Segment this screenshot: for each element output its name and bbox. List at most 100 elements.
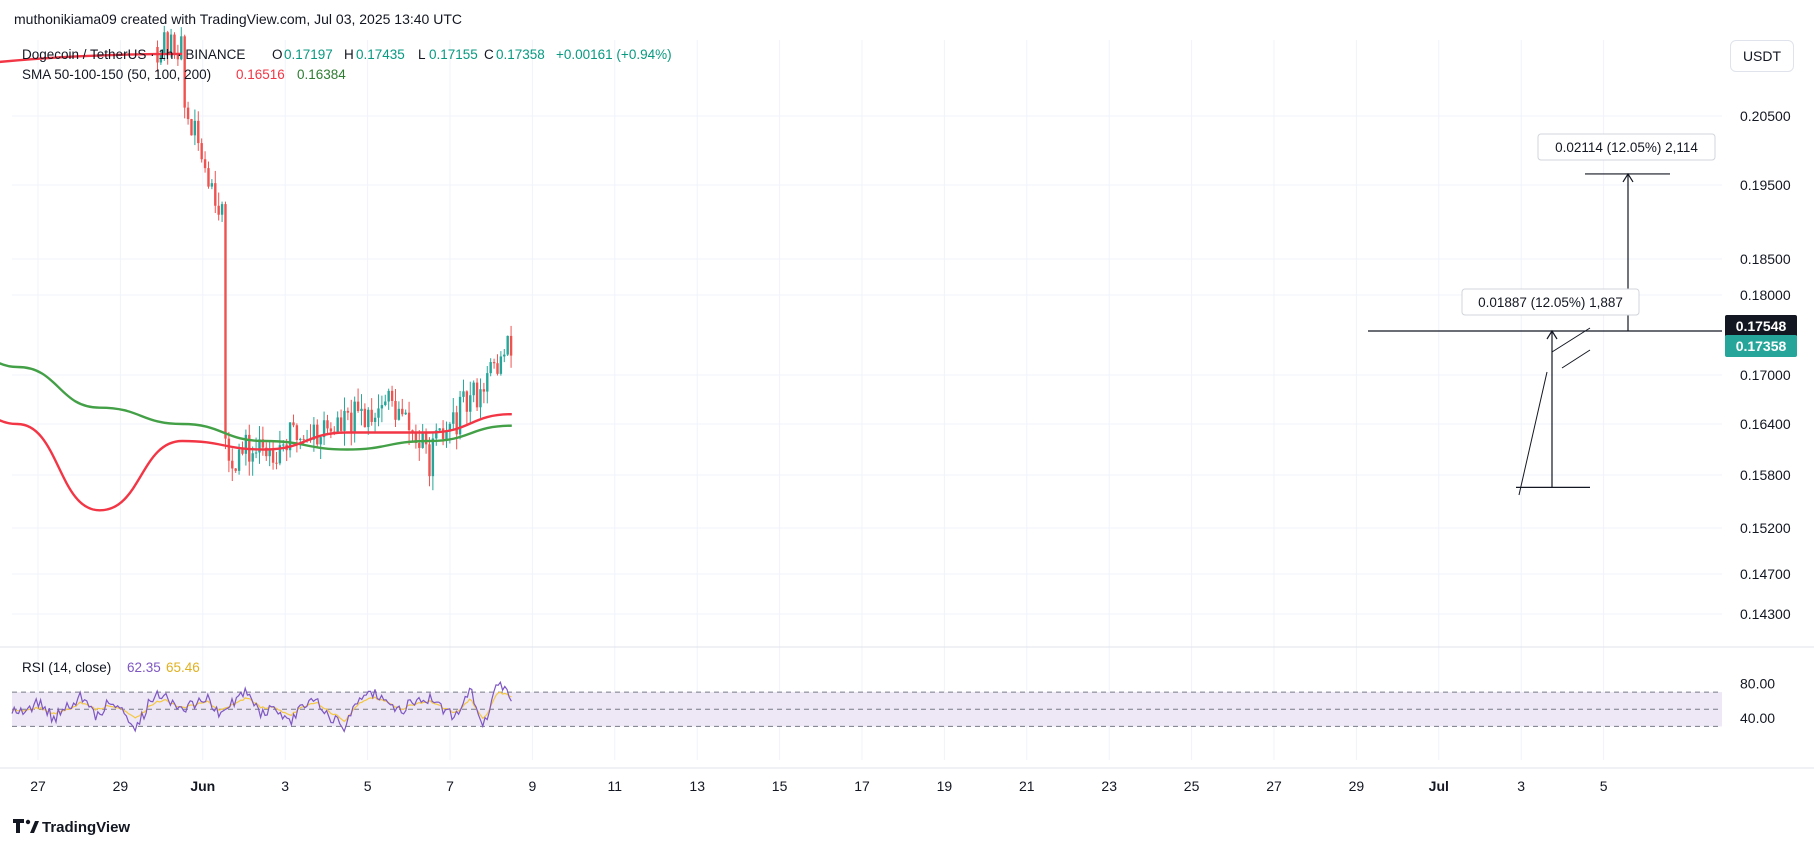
pole-measure-label[interactable]: 0.01887 (12.05%) 1,887 bbox=[1478, 295, 1623, 310]
candle-body bbox=[322, 420, 326, 438]
arrow-up-icon bbox=[1546, 329, 1558, 340]
sma-50-line bbox=[0, 52, 512, 512]
candle-body bbox=[448, 423, 452, 432]
candle-body bbox=[295, 425, 299, 440]
time-tick-label: 27 bbox=[30, 778, 46, 794]
candle-body bbox=[482, 389, 486, 392]
last-price-label-tag bbox=[1725, 335, 1797, 357]
candle-body bbox=[336, 417, 339, 434]
candle-body bbox=[282, 444, 285, 446]
candle-body bbox=[329, 428, 333, 432]
tradingview-logo-icon[interactable] bbox=[13, 819, 39, 833]
candle-body bbox=[458, 396, 462, 435]
candle-body bbox=[438, 428, 441, 431]
rsi-value: 62.35 bbox=[127, 660, 161, 675]
candle-body bbox=[360, 408, 363, 411]
candle-body bbox=[407, 412, 411, 431]
price-tick-label: 0.14700 bbox=[1740, 566, 1791, 582]
candle-body bbox=[350, 412, 353, 433]
candle-body bbox=[394, 400, 397, 420]
axes: 0.20500 0.19500 0.18500 0.18000 0.17000 0.164… bbox=[0, 108, 1814, 794]
time-tick-label: 19 bbox=[937, 778, 953, 794]
time-tick-label: Jul bbox=[1429, 778, 1449, 794]
candle-body bbox=[486, 373, 489, 392]
ohlc-change: +0.00161 (+0.94%) bbox=[556, 47, 672, 62]
time-tick-label: 9 bbox=[529, 778, 537, 794]
candle-body bbox=[224, 204, 227, 439]
rsi-legend-label[interactable]: RSI (14, close) bbox=[22, 660, 111, 675]
price-tick-label: 0.18000 bbox=[1740, 287, 1791, 303]
time-tick-label: 7 bbox=[446, 778, 454, 794]
pole-measure-label-box bbox=[1461, 288, 1640, 316]
candle-body bbox=[418, 443, 421, 448]
candle-body bbox=[207, 168, 210, 187]
time-tick-label: 17 bbox=[854, 778, 870, 794]
arrow-up-icon bbox=[1622, 172, 1634, 183]
candle-body bbox=[299, 438, 302, 440]
candle-body bbox=[499, 356, 503, 374]
rsi-panel: 80.00 40.00 bbox=[0, 646, 1814, 733]
candle-body bbox=[475, 382, 479, 408]
candle-body bbox=[197, 120, 200, 144]
price-tick-label: 0.17000 bbox=[1740, 367, 1791, 383]
candle-body bbox=[220, 204, 224, 215]
candle-body bbox=[210, 183, 214, 187]
time-tick-label: 21 bbox=[1019, 778, 1035, 794]
target-measure-label-box bbox=[1537, 133, 1716, 161]
candle-body bbox=[180, 36, 183, 60]
rsi-line bbox=[11, 680, 512, 733]
price-tick-label: 0.14300 bbox=[1740, 606, 1791, 622]
candle-body bbox=[166, 32, 169, 55]
ohlc-o-value: 0.17197 bbox=[284, 47, 333, 62]
candle-body bbox=[397, 408, 401, 420]
currency-unit-button[interactable]: USDT bbox=[1730, 40, 1794, 72]
candle-body bbox=[265, 447, 268, 457]
candle-body bbox=[214, 183, 217, 206]
time-tick-label: 29 bbox=[1349, 778, 1365, 794]
candle-body bbox=[231, 460, 234, 469]
time-tick-label: 27 bbox=[1266, 778, 1282, 794]
candle-body bbox=[258, 439, 261, 453]
candle-body bbox=[411, 430, 414, 433]
candle-body bbox=[506, 335, 509, 355]
price-tick-label: 0.19500 bbox=[1740, 177, 1791, 193]
candle-body bbox=[428, 444, 431, 477]
time-tick-label: 25 bbox=[1184, 778, 1200, 794]
target-measure-label[interactable]: 0.02114 (12.05%) 2,114 bbox=[1555, 140, 1698, 155]
candle-body bbox=[489, 362, 492, 374]
time-tick-label: 13 bbox=[689, 778, 705, 794]
rsi-tick-label: 40.00 bbox=[1740, 710, 1775, 726]
candle-body bbox=[370, 409, 373, 422]
crosshair-price-label-tag bbox=[1725, 315, 1797, 337]
candle-body bbox=[261, 439, 265, 448]
candle-body bbox=[319, 437, 322, 445]
time-tick-label: 3 bbox=[1517, 778, 1525, 794]
candle-body bbox=[353, 401, 356, 433]
crosshair-price-label: 0.17548 bbox=[1736, 318, 1787, 334]
candle-body bbox=[288, 422, 292, 451]
price-tick-label: 0.15200 bbox=[1740, 520, 1791, 536]
symbol-title[interactable]: Dogecoin / TetherUS · 1h · BINANCE bbox=[22, 47, 245, 62]
candle-body bbox=[479, 389, 482, 408]
time-tick-label: Jun bbox=[190, 778, 215, 794]
price-tick-label: 0.20500 bbox=[1740, 108, 1791, 124]
time-tick-label: 15 bbox=[772, 778, 788, 794]
sma-200-line bbox=[0, 362, 512, 451]
tradingview-brand[interactable]: TradingView bbox=[42, 819, 130, 836]
time-tick-label: 23 bbox=[1101, 778, 1117, 794]
candle-body bbox=[455, 412, 458, 435]
ohlc-c-label: C bbox=[484, 47, 494, 62]
candle-body bbox=[435, 430, 438, 439]
candle-body bbox=[203, 159, 207, 169]
candle-body bbox=[452, 412, 455, 424]
sma-series bbox=[0, 52, 512, 512]
candle-body bbox=[404, 412, 407, 415]
flag-channel-line bbox=[1561, 349, 1591, 369]
candle-body bbox=[190, 119, 193, 136]
candle-body bbox=[292, 422, 295, 426]
sma-green-value: 0.16384 bbox=[297, 67, 346, 82]
sma-legend-label[interactable]: SMA 50-100-150 (50, 100, 200) bbox=[22, 67, 211, 82]
candle-body bbox=[356, 401, 360, 411]
candle-body bbox=[339, 417, 343, 431]
